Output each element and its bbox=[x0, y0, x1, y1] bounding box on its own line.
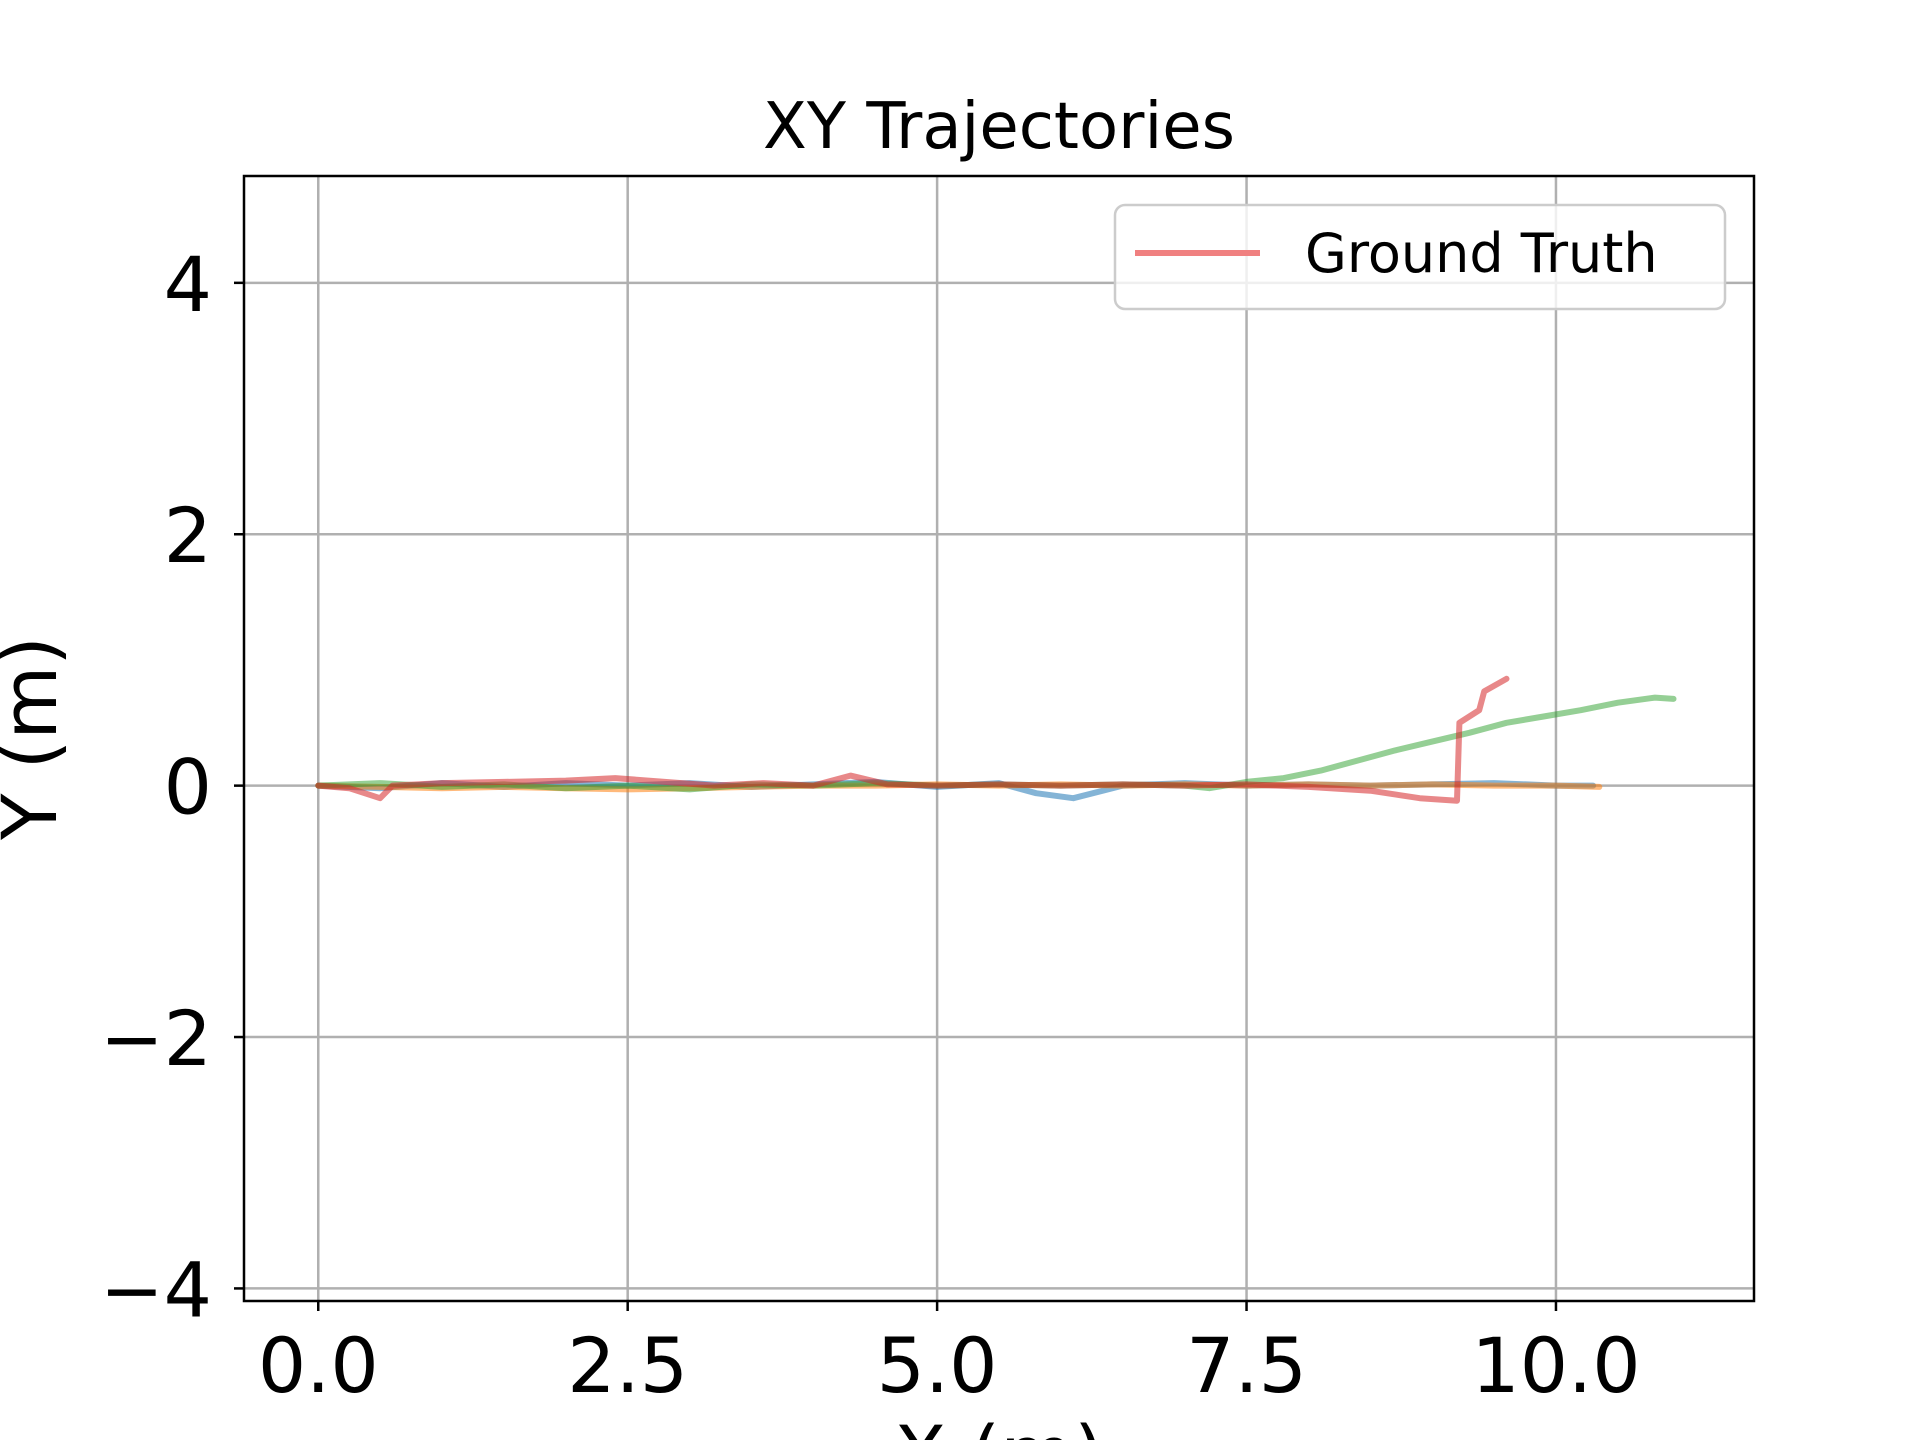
x-tick-label-1: 2.5 bbox=[567, 1321, 688, 1410]
y-tick-label-2: 0 bbox=[164, 743, 212, 832]
ticks: 0.0 2.5 5.0 7.5 10.0 −4 −2 0 2 4 bbox=[100, 240, 1641, 1410]
x-axis-label: X (m) bbox=[894, 1409, 1104, 1440]
legend-label-ground-truth: Ground Truth bbox=[1305, 222, 1658, 285]
x-tick-label-0: 0.0 bbox=[258, 1321, 379, 1410]
x-tick-label-4: 10.0 bbox=[1471, 1321, 1640, 1410]
legend-box bbox=[1113, 203, 1727, 311]
x-tick-label-3: 7.5 bbox=[1186, 1321, 1307, 1410]
y-tick-label-0: −4 bbox=[100, 1245, 212, 1334]
plot-frame bbox=[242, 174, 1756, 1303]
x-tick-label-2: 5.0 bbox=[877, 1321, 998, 1410]
y-tick-label-1: −2 bbox=[100, 994, 212, 1083]
y-axis-label: Y (m) bbox=[0, 636, 74, 841]
legend: Ground Truth bbox=[1113, 203, 1727, 311]
series-line-3 bbox=[315, 675, 1510, 804]
y-tick-label-4: 4 bbox=[164, 240, 212, 329]
y-tick-label-3: 2 bbox=[164, 491, 212, 580]
series-group bbox=[315, 675, 1677, 804]
chart-title: XY Trajectories bbox=[763, 90, 1235, 164]
